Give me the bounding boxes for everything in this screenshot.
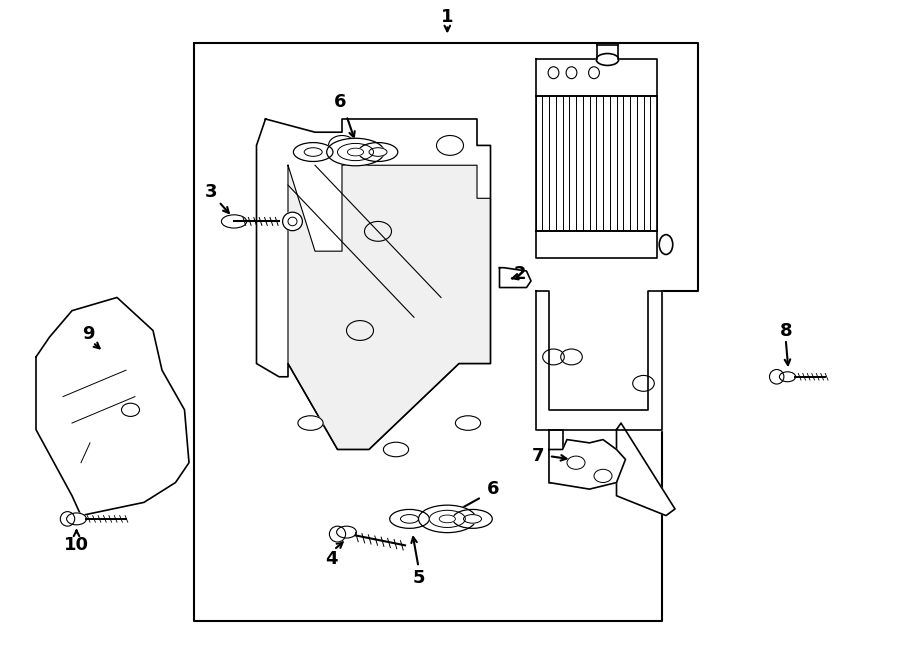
- Polygon shape: [536, 59, 657, 96]
- Ellipse shape: [288, 217, 297, 225]
- Polygon shape: [549, 430, 562, 483]
- Ellipse shape: [439, 515, 455, 523]
- Ellipse shape: [329, 526, 346, 542]
- Text: 9: 9: [82, 325, 94, 343]
- Ellipse shape: [453, 510, 492, 528]
- Ellipse shape: [221, 215, 247, 228]
- Polygon shape: [536, 291, 662, 430]
- Ellipse shape: [455, 416, 481, 430]
- Polygon shape: [500, 268, 531, 288]
- Polygon shape: [536, 231, 657, 258]
- Text: 1: 1: [441, 7, 454, 26]
- Text: 2: 2: [514, 265, 526, 284]
- Ellipse shape: [418, 505, 476, 533]
- Ellipse shape: [67, 513, 86, 525]
- Text: 6: 6: [487, 480, 500, 498]
- Text: 8: 8: [779, 321, 792, 340]
- Ellipse shape: [298, 416, 323, 430]
- Ellipse shape: [770, 369, 784, 384]
- Text: 3: 3: [205, 182, 218, 201]
- Text: 7: 7: [532, 447, 544, 465]
- Text: 5: 5: [412, 569, 425, 588]
- Ellipse shape: [429, 510, 465, 527]
- Ellipse shape: [464, 514, 482, 524]
- Ellipse shape: [369, 147, 387, 156]
- Ellipse shape: [400, 514, 418, 524]
- Ellipse shape: [338, 143, 374, 161]
- Ellipse shape: [347, 148, 364, 156]
- Text: 6: 6: [334, 93, 346, 112]
- Polygon shape: [36, 297, 189, 516]
- Ellipse shape: [327, 138, 384, 166]
- Polygon shape: [616, 423, 675, 516]
- Ellipse shape: [390, 510, 429, 528]
- Ellipse shape: [358, 143, 398, 161]
- Text: 4: 4: [325, 549, 338, 568]
- Ellipse shape: [60, 512, 75, 526]
- Ellipse shape: [383, 442, 409, 457]
- Ellipse shape: [337, 526, 356, 538]
- Text: 10: 10: [64, 536, 89, 555]
- Polygon shape: [549, 440, 626, 489]
- Ellipse shape: [283, 212, 302, 231]
- Ellipse shape: [659, 235, 673, 254]
- Ellipse shape: [304, 147, 322, 156]
- Polygon shape: [256, 119, 491, 449]
- Ellipse shape: [779, 371, 796, 381]
- Polygon shape: [288, 165, 490, 449]
- Ellipse shape: [596, 54, 618, 65]
- Ellipse shape: [293, 143, 333, 161]
